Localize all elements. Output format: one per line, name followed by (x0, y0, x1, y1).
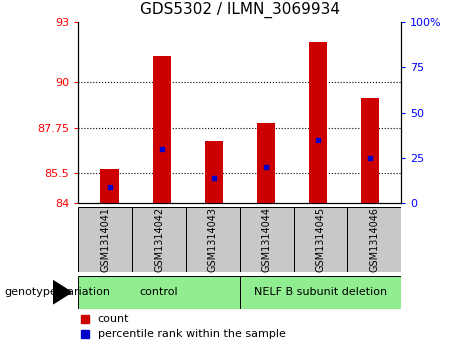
Bar (78, 207, 132, 272)
Polygon shape (53, 281, 71, 304)
Text: GSM1314043: GSM1314043 (208, 207, 218, 272)
Bar (78, 276, 240, 309)
Bar (240, 276, 401, 309)
Text: genotype/variation: genotype/variation (5, 287, 111, 297)
Bar (294, 207, 347, 272)
Title: GDS5302 / ILMN_3069934: GDS5302 / ILMN_3069934 (140, 1, 340, 18)
Text: control: control (140, 287, 178, 297)
Bar (240, 207, 294, 272)
Bar (100, 168, 119, 203)
Bar (309, 42, 327, 203)
Text: NELF B subunit deletion: NELF B subunit deletion (254, 287, 387, 297)
Text: GSM1314041: GSM1314041 (100, 207, 110, 272)
Text: GSM1314045: GSM1314045 (315, 207, 325, 272)
Text: count: count (98, 314, 129, 325)
Bar (153, 56, 171, 203)
Bar (361, 98, 379, 203)
Bar (132, 207, 186, 272)
Bar (257, 123, 275, 203)
Text: GSM1314046: GSM1314046 (369, 207, 379, 272)
Bar (186, 207, 240, 272)
Text: percentile rank within the sample: percentile rank within the sample (98, 329, 286, 339)
Bar (205, 141, 223, 203)
Text: GSM1314044: GSM1314044 (261, 207, 272, 272)
Text: GSM1314042: GSM1314042 (154, 207, 164, 272)
Bar (347, 207, 401, 272)
